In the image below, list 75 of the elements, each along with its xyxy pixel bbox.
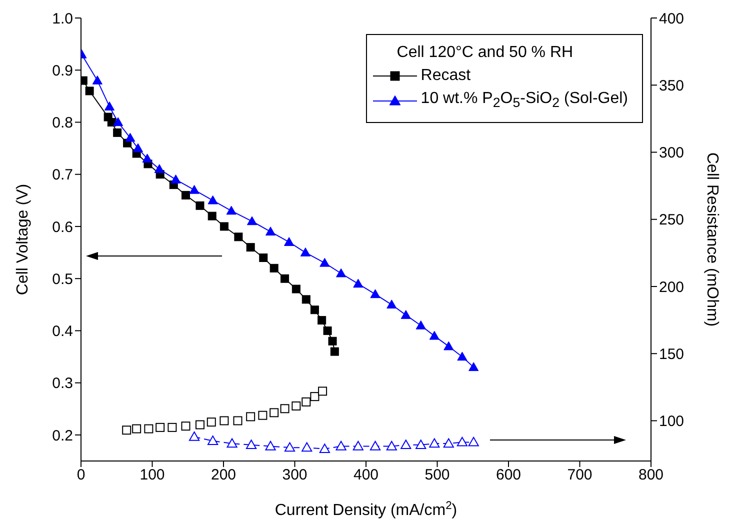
y-tick-label: 0.7 — [52, 166, 73, 184]
y2-tick-label: 250 — [659, 212, 684, 229]
point — [154, 164, 164, 173]
point — [280, 274, 290, 283]
point — [353, 278, 364, 288]
point — [220, 222, 228, 231]
point — [196, 201, 204, 210]
point — [330, 347, 339, 356]
point — [310, 306, 319, 314]
point — [259, 253, 268, 262]
point — [246, 243, 255, 252]
point — [370, 289, 380, 298]
point — [208, 195, 218, 204]
y2-tick-label: 100 — [659, 413, 684, 430]
point — [300, 247, 310, 256]
x-tick-label: 300 — [282, 466, 308, 484]
x-tick-label: 700 — [567, 466, 592, 484]
point — [320, 258, 330, 267]
point — [416, 320, 426, 330]
x-tick-label: 100 — [140, 466, 165, 484]
point — [386, 300, 397, 308]
y-axis-title: Cell Voltage (V) — [14, 184, 32, 296]
y-tick-label: 0.3 — [52, 375, 73, 392]
point — [318, 316, 326, 325]
y-tick-label: 0.5 — [52, 270, 73, 288]
y-tick-label: 0.9 — [52, 62, 73, 80]
point — [457, 352, 468, 361]
y2-tick-label: 200 — [659, 278, 684, 296]
y-tick-label: 1.0 — [52, 10, 73, 28]
legend-title: Cell 120°C and 50 % RH — [396, 43, 574, 63]
y2-tick-label: 300 — [659, 144, 684, 162]
point — [265, 226, 276, 236]
point — [400, 310, 411, 319]
point — [142, 154, 152, 163]
y2-tick-label: 150 — [659, 346, 684, 363]
point — [429, 330, 440, 340]
x-tick-label: 0 — [76, 466, 86, 484]
point — [226, 206, 236, 215]
point — [444, 341, 454, 350]
point — [104, 102, 115, 110]
point — [234, 232, 243, 242]
point — [323, 326, 332, 335]
point — [208, 212, 216, 220]
point — [284, 237, 294, 246]
point — [92, 75, 102, 84]
x-tick-label: 400 — [353, 466, 379, 484]
point — [181, 190, 190, 200]
x-axis-title: Current Density (mA/cm$^{2}$) — [274, 500, 458, 519]
point — [336, 268, 346, 278]
point — [468, 362, 479, 372]
y2-axis-title: Cell Resistance (mOhm) — [703, 152, 720, 327]
point — [302, 295, 310, 304]
y-tick-label: 0.6 — [52, 218, 73, 236]
y2-tick-label: 350 — [659, 77, 684, 94]
point — [189, 184, 200, 194]
legend-label: 10 wt.% P$_{2}$O$_{5}$-SiO$_{2}$ (Sol-Gel) — [420, 89, 628, 112]
point — [113, 117, 124, 126]
point — [113, 128, 122, 137]
legend-label: Recast — [420, 66, 471, 86]
point — [170, 174, 181, 184]
point — [125, 132, 136, 142]
x-tick-label: 500 — [424, 466, 450, 484]
point — [328, 336, 337, 346]
y-tick-label: 0.2 — [52, 427, 73, 444]
x-tick-label: 800 — [638, 466, 664, 484]
y-tick-label: 0.4 — [52, 323, 73, 340]
point — [132, 143, 144, 152]
y-tick-label: 0.8 — [52, 114, 73, 132]
point — [85, 86, 94, 96]
x-tick-label: 600 — [496, 466, 522, 484]
x-tick-label: 200 — [210, 466, 236, 484]
point — [270, 264, 278, 272]
y2-tick-label: 400 — [659, 10, 684, 28]
point — [292, 284, 300, 294]
point — [246, 216, 258, 226]
